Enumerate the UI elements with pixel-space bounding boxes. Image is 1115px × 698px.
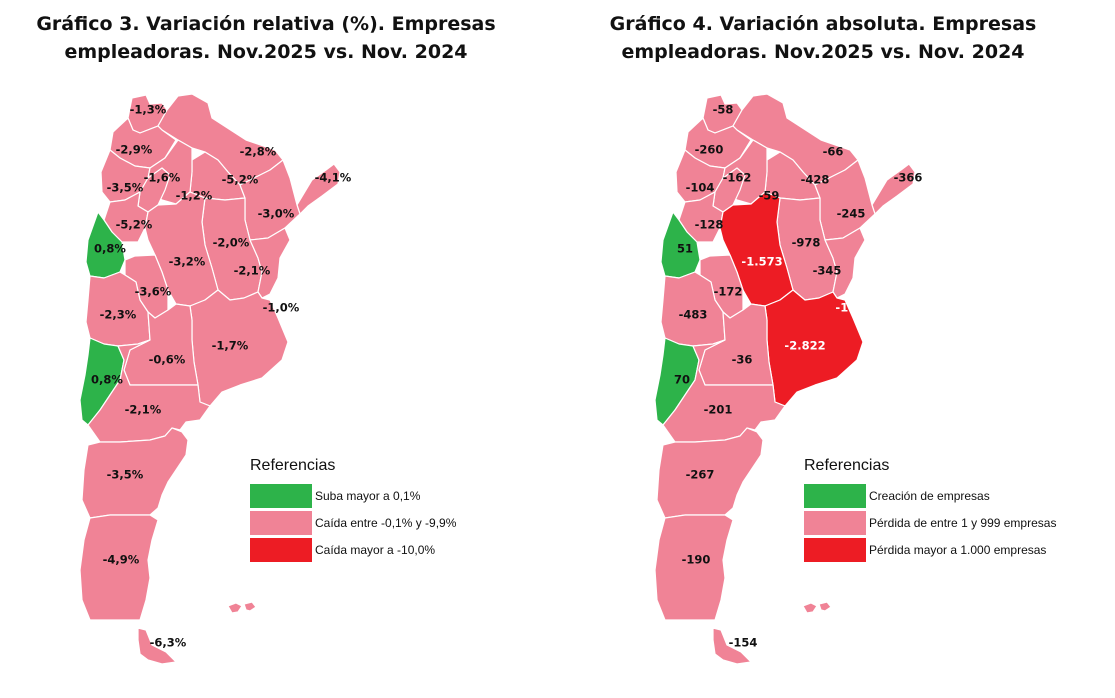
label-chubut: -267 (686, 468, 715, 482)
chart-4-title: Gráfico 4. Variación absoluta. Empresas … (563, 10, 1083, 66)
province-entre-rios: Entre Ríos (249, 227, 291, 299)
legend-title: Referencias (804, 457, 890, 474)
label-entre-rios: -345 (813, 264, 842, 278)
legend-item-creation: Creación de empresas (804, 482, 1056, 509)
chart-4-title-line1: Gráfico 4. Variación absoluta. Empresas (609, 13, 1037, 35)
label-caba: -1,0% (263, 301, 300, 315)
label-tucuman: -2,9% (116, 143, 153, 157)
label-la-pampa: -0,6% (149, 353, 186, 367)
label-formosa: -428 (801, 173, 830, 187)
label-misiones: -4,1% (315, 171, 352, 185)
label-rio-negro: -201 (704, 403, 733, 417)
province-rio-negro: Río Negro (662, 339, 786, 443)
chart-3-title-line2: empleadoras. Nov.2025 vs. Nov. 2024 (64, 41, 468, 63)
label-corrientes: -3,0% (258, 207, 295, 221)
province-santa-cruz: Santa Cruz (79, 514, 159, 621)
label-formosa: -5,2% (222, 173, 259, 187)
label-buenos-aires: -2.822 (784, 339, 825, 353)
label-tucuman: -260 (695, 143, 724, 157)
legend-label: Creación de empresas (869, 488, 990, 503)
chart-3-title-line1: Gráfico 3. Variación relativa (%). Empre… (36, 13, 496, 35)
label-neuquen: 70 (674, 373, 690, 387)
legend-label: Suba mayor a 0,1% (315, 488, 421, 503)
legend-title: Referencias (250, 457, 336, 474)
label-rio-negro: -2,1% (125, 403, 162, 417)
label-salta: -2,8% (240, 145, 277, 159)
province-rio-negro: Río Negro (87, 339, 211, 443)
label-chaco: -59 (759, 189, 780, 203)
label-neuquen: 0,8% (91, 373, 123, 387)
legend-item-decrease: Caída entre -0,1% y -9,9% (250, 509, 456, 536)
label-caba: -1.160 (835, 301, 876, 315)
label-santiago-del-estero: -162 (723, 171, 752, 185)
legend-absolute: Referencias Creación de empresas Pérdida… (804, 456, 1056, 563)
label-jujuy: -1,3% (130, 103, 167, 117)
label-tierra-del-fuego: -6,3% (150, 636, 187, 650)
label-la-rioja: -128 (695, 218, 724, 232)
label-la-pampa: -36 (732, 353, 753, 367)
legend-item-large-loss: Pérdida mayor a 1.000 empresas (804, 536, 1056, 563)
legend-label: Pérdida mayor a 1.000 empresas (869, 542, 1047, 557)
legend-swatch-large-decrease (250, 537, 312, 562)
legend-swatch-loss (804, 510, 866, 535)
chart-3-title: Gráfico 3. Variación relativa (%). Empre… (6, 10, 526, 66)
legend-label: Pérdida de entre 1 y 999 empresas (869, 515, 1057, 530)
label-entre-rios: -2,1% (234, 264, 271, 278)
label-cordoba: -3,2% (169, 255, 206, 269)
label-mendoza: -2,3% (100, 308, 137, 322)
label-santa-cruz: -190 (682, 553, 711, 567)
legend-item-loss: Pérdida de entre 1 y 999 empresas (804, 509, 1056, 536)
province-santa-cruz: Santa Cruz (654, 514, 734, 621)
legend-swatch-creation (804, 483, 866, 508)
label-san-juan: 0,8% (94, 242, 126, 256)
label-santa-fe: -978 (792, 236, 821, 250)
label-misiones: -366 (894, 171, 923, 185)
label-san-juan: 51 (677, 242, 693, 256)
label-santiago-del-estero: -1,6% (144, 171, 181, 185)
legend-label: Caída entre -0,1% y -9,9% (315, 515, 457, 530)
map-absolute-variation: JujuySaltaTucumánCatamarcaFormosaChacoMi… (654, 93, 923, 665)
label-jujuy: -58 (713, 103, 734, 117)
label-chubut: -3,5% (107, 468, 144, 482)
label-cordoba: -1.573 (741, 255, 782, 269)
province-tierra-del-fuego: Tierra del Fuego (712, 627, 752, 665)
label-chaco: -1,2% (176, 189, 213, 203)
label-buenos-aires: -1,7% (212, 339, 249, 353)
legend-item-increase: Suba mayor a 0,1% (250, 482, 456, 509)
label-tierra-del-fuego: -154 (729, 636, 758, 650)
province-tierra-del-fuego: Tierra del Fuego (137, 627, 177, 665)
legend-swatch-large-loss (804, 537, 866, 562)
label-san-luis: -172 (714, 285, 743, 299)
label-catamarca: -104 (686, 181, 715, 195)
label-corrientes: -245 (837, 207, 866, 221)
province-malvinas: Malvinas (802, 601, 832, 614)
province-malvinas: Malvinas (227, 601, 257, 614)
label-la-rioja: -5,2% (116, 218, 153, 232)
label-santa-fe: -2,0% (213, 236, 250, 250)
map-relative-variation: JujuySaltaTucumánCatamarcaFormosaChacoMi… (79, 93, 352, 665)
legend-label: Caída mayor a -10,0% (315, 542, 436, 557)
label-san-luis: -3,6% (135, 285, 172, 299)
legend-relative: Referencias Suba mayor a 0,1% Caída entr… (250, 456, 456, 563)
legend-swatch-decrease (250, 510, 312, 535)
label-catamarca: -3,5% (107, 181, 144, 195)
label-santa-cruz: -4,9% (103, 553, 140, 567)
legend-item-large-decrease: Caída mayor a -10,0% (250, 536, 456, 563)
chart-4-title-line2: empleadoras. Nov.2025 vs. Nov. 2024 (621, 41, 1025, 63)
label-salta: -66 (823, 145, 844, 159)
province-entre-rios: Entre Ríos (824, 227, 866, 299)
label-mendoza: -483 (679, 308, 708, 322)
legend-swatch-increase (250, 483, 312, 508)
